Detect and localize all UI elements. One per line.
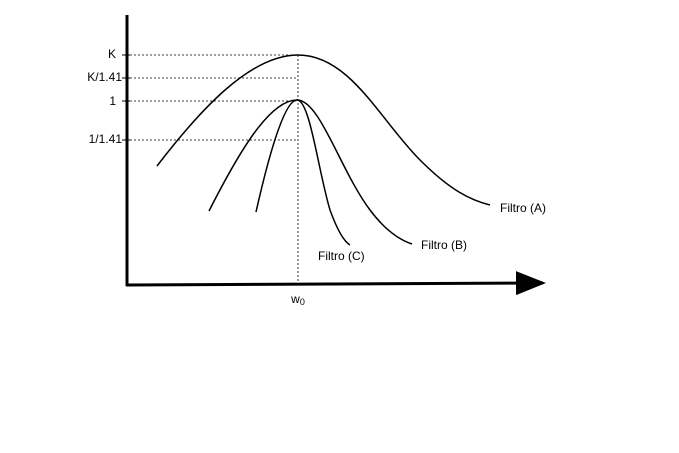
curve-label: Filtro (B) <box>421 238 467 252</box>
curve-a <box>156 54 491 206</box>
curve-label: Filtro (A) <box>500 201 546 215</box>
x-label-base: w <box>290 292 300 306</box>
x-label-subscript: 0 <box>300 297 305 307</box>
y-label: K/1.41 <box>87 70 122 84</box>
y-label: K <box>108 47 116 61</box>
y-label: 1 <box>109 94 116 108</box>
curve-label: Filtro (C) <box>318 249 365 263</box>
curve-c <box>255 99 351 246</box>
curve-b <box>208 99 413 245</box>
y-label: 1/1.41 <box>89 132 123 146</box>
x-axis <box>125 271 546 296</box>
x-label: w0 <box>290 292 305 307</box>
